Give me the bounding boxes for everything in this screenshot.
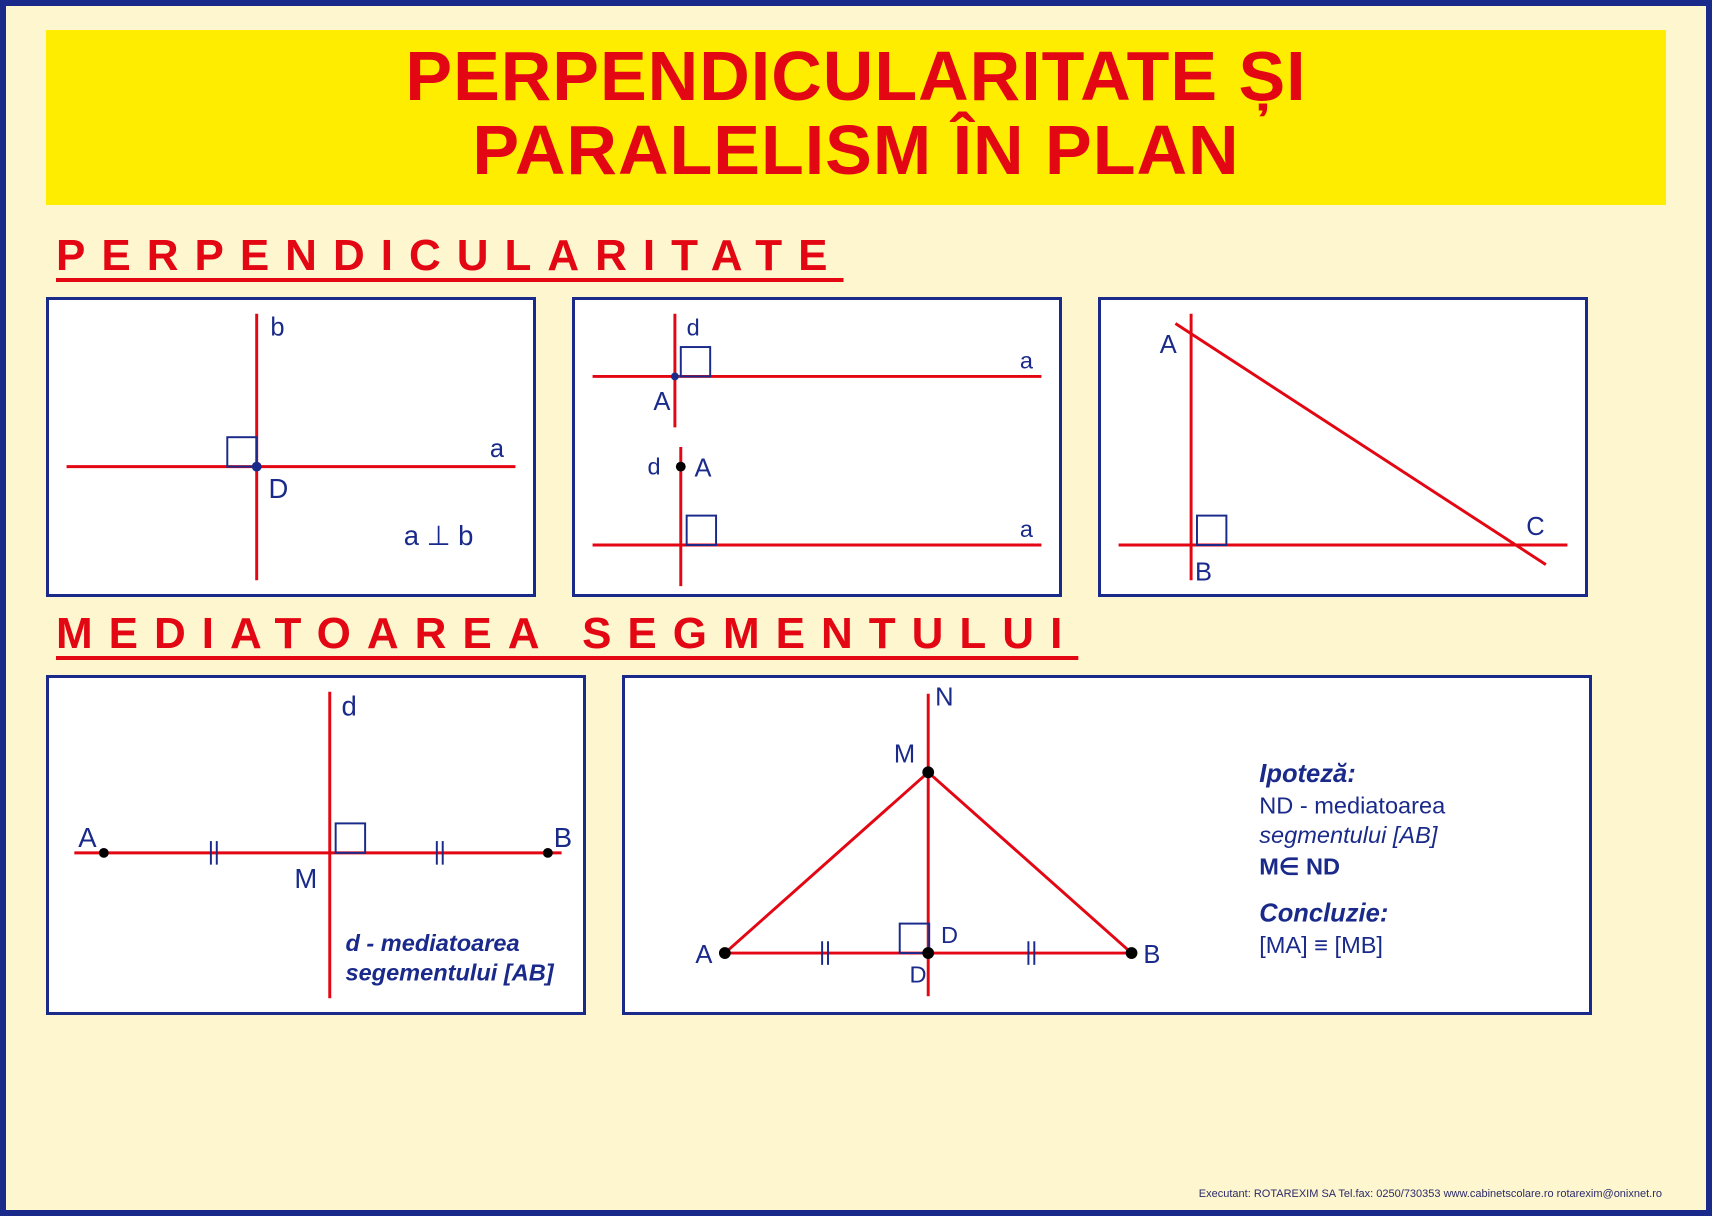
svg-text:B: B [1195, 558, 1212, 586]
svg-text:A: A [695, 941, 712, 969]
svg-text:N: N [935, 684, 953, 712]
panel-perp-lines: b a Da ⊥ b [46, 297, 536, 597]
svg-text:D: D [910, 962, 927, 988]
svg-text:D: D [268, 473, 288, 504]
panel-mediator-def: d A B Md - mediatoarea segementului [AB] [46, 675, 586, 1015]
svg-text:Concluzie:: Concluzie: [1259, 900, 1388, 928]
svg-text:ND - mediatoarea: ND - mediatoarea [1259, 793, 1446, 819]
svg-text:d: d [647, 453, 660, 479]
row-1: b a Da ⊥ b d a Ad Aa A B C [46, 297, 1666, 597]
panel-perp-point: d a Ad Aa [572, 297, 1062, 597]
svg-text:segementului [AB]: segementului [AB] [345, 960, 554, 986]
row-2: d A B Md - mediatoarea segementului [AB] A B D… [46, 675, 1666, 1015]
svg-text:a: a [490, 435, 505, 463]
svg-text:C: C [1526, 513, 1544, 541]
svg-text:A: A [1160, 331, 1177, 359]
section-heading-1: PERPENDICULARITATE [56, 231, 1666, 281]
panel-right-triangle: A B C [1098, 297, 1588, 597]
svg-text:B: B [554, 822, 572, 853]
section-heading-2: MEDIATOAREA SEGMENTULUI [56, 609, 1666, 659]
title-line-1: PERPENDICULARITATE ȘI [46, 40, 1666, 114]
svg-text:M∈ ND: M∈ ND [1259, 853, 1340, 879]
svg-text:a ⊥ b: a ⊥ b [404, 520, 474, 551]
svg-text:A: A [78, 822, 97, 853]
svg-text:A: A [695, 454, 712, 482]
panel-mediator-theorem: A B DD MN Ipoteză: ND - mediatoarea segmentulu… [622, 675, 1592, 1015]
footer-credit: Executant: ROTAREXIM SA Tel.fax: 0250/73… [1199, 1188, 1662, 1200]
svg-text:B: B [1143, 941, 1160, 969]
title-line-2: PARALELISM ÎN PLAN [46, 114, 1666, 188]
svg-text:[MA] ≡ [MB]: [MA] ≡ [MB] [1259, 932, 1383, 958]
title-banner: PERPENDICULARITATE ȘI PARALELISM ÎN PLAN [46, 30, 1666, 205]
svg-text:a: a [1020, 516, 1034, 542]
svg-text:D: D [941, 922, 958, 948]
svg-text:segmentului [AB]: segmentului [AB] [1259, 822, 1438, 848]
svg-text:M: M [294, 863, 317, 894]
svg-text:Ipoteză:: Ipoteză: [1259, 760, 1355, 788]
svg-text:a: a [1020, 348, 1034, 374]
poster: PERPENDICULARITATE ȘI PARALELISM ÎN PLAN… [0, 0, 1712, 1216]
svg-text:b: b [270, 313, 284, 341]
svg-text:M: M [894, 740, 915, 768]
svg-text:d: d [342, 690, 357, 721]
svg-text:d: d [687, 314, 700, 340]
svg-text:A: A [653, 388, 670, 416]
svg-text:d - mediatoarea: d - mediatoarea [345, 930, 519, 956]
